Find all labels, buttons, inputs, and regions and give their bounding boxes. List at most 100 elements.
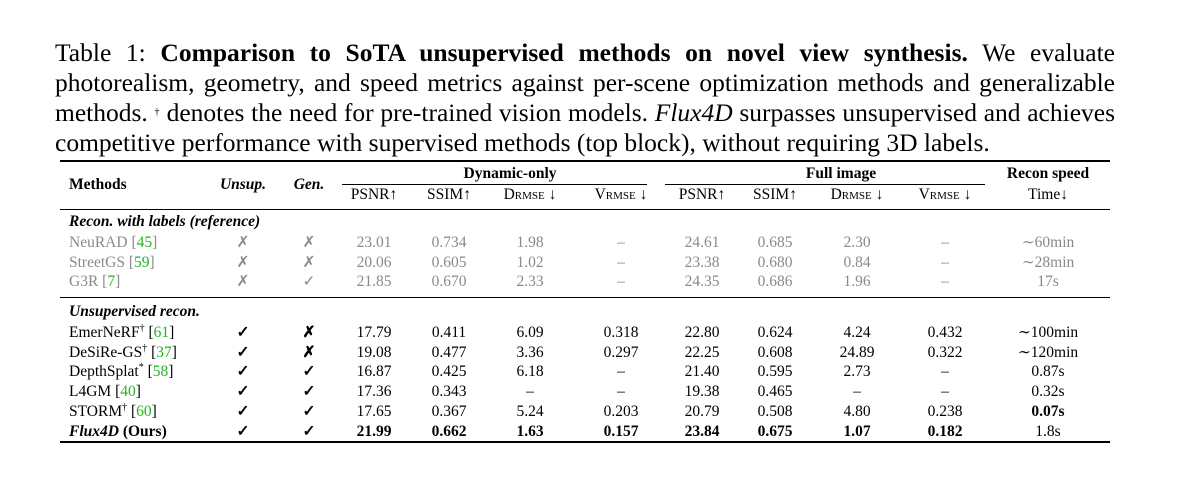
metric-cell: 21.85 xyxy=(356,273,392,291)
v-arrow: ↓ xyxy=(959,186,972,203)
metric-cell: 24.35 xyxy=(684,273,720,291)
citation-link[interactable]: 60 xyxy=(136,403,152,420)
metric-cell: 0.432 xyxy=(927,323,963,341)
metric-cell: 0.670 xyxy=(431,273,467,291)
citation-link[interactable]: 59 xyxy=(134,253,150,271)
method-label: NeuRAD xyxy=(69,233,128,251)
method-superscript: * xyxy=(138,362,144,374)
metric-cell: – xyxy=(941,273,949,291)
header-time: Time↓ xyxy=(1028,186,1068,203)
header-unsup: Unsup. xyxy=(219,176,267,193)
metric-cell: 0.675 xyxy=(757,422,793,440)
method-label: StreetGS xyxy=(69,253,125,271)
metric-cell: ∼28min xyxy=(1021,253,1075,271)
unsup-mark: ✗ xyxy=(236,253,250,271)
citation-bracket-close: ] xyxy=(152,233,158,251)
caption-text-3: surpasses unsupervised and achieves comp… xyxy=(55,98,1116,157)
citation-link[interactable]: 37 xyxy=(156,343,172,361)
caption-text-2: denotes the need for pre-trained vision … xyxy=(159,98,655,127)
caption-text-1: We evaluate photorealism, geometry, and … xyxy=(55,38,1115,127)
metric-cell: 0.425 xyxy=(431,363,467,381)
metric-cell: 1.96 xyxy=(843,273,871,291)
metric-cell: 0.238 xyxy=(927,403,963,420)
citation-bracket-open: [ xyxy=(127,403,137,420)
header-rule xyxy=(60,209,1110,210)
section-label: Recon. with labels (reference) xyxy=(69,213,261,230)
citation-bracket-open: [ xyxy=(144,323,154,341)
v-main: V xyxy=(918,186,930,203)
citation-link[interactable]: 58 xyxy=(152,363,169,381)
metric-cell: 23.38 xyxy=(684,253,720,271)
metric-cell: 19.08 xyxy=(356,343,392,361)
unsup-mark: ✓ xyxy=(236,363,250,381)
citation-bracket-open: [ xyxy=(147,343,157,361)
gen-mark: ✓ xyxy=(302,363,316,381)
citation-link[interactable]: 40 xyxy=(120,383,136,401)
metric-cell: 2.33 xyxy=(516,273,544,291)
metric-cell: ∼100min xyxy=(1017,323,1079,341)
metric-cell: 0.508 xyxy=(757,403,793,420)
unsup-mark: ✓ xyxy=(236,343,250,361)
method-label: STORM xyxy=(69,403,123,420)
citation-bracket-close: ] xyxy=(168,363,174,381)
metric-cell: 0.203 xyxy=(603,403,639,420)
citation-bracket-open: [ xyxy=(143,363,153,381)
d-arrow: ↓ xyxy=(871,186,884,203)
gen-mark: ✓ xyxy=(302,422,316,440)
metric-cell: 6.18 xyxy=(516,363,544,381)
metric-cell: – xyxy=(941,253,949,271)
citation-bracket-close: ] xyxy=(149,253,155,271)
method-name: DeSiRe-GS† [37] xyxy=(69,343,177,362)
metric-cell: 17.65 xyxy=(356,403,392,420)
metric-cell: 4.24 xyxy=(843,323,871,341)
citation-link[interactable]: 45 xyxy=(136,233,153,251)
table-caption: Table 1: Comparison to SoTA unsupervised… xyxy=(55,38,1115,158)
citation-bracket-open: [ xyxy=(111,383,121,401)
unsup-mark: ✗ xyxy=(236,233,250,251)
citation-bracket-close: ] xyxy=(171,343,177,361)
gen-mark: ✗ xyxy=(302,323,316,341)
metric-cell: 21.99 xyxy=(356,422,392,440)
metric-cell: 23.01 xyxy=(356,233,392,251)
metric-cell: 0.87s xyxy=(1031,363,1065,381)
metric-cell: 0.595 xyxy=(757,363,793,381)
dynamic-group-line xyxy=(342,184,647,185)
d-arrow: ↓ xyxy=(544,186,557,203)
metric-cell: 0.157 xyxy=(603,422,639,440)
metric-cell: 21.40 xyxy=(684,363,720,381)
unsup-mark: ✗ xyxy=(236,273,250,291)
method-name: STORM† [60] xyxy=(69,403,157,421)
metric-cell: – xyxy=(853,383,861,401)
method-name: L4GM [40] xyxy=(69,383,141,401)
method-superscript: † xyxy=(139,322,145,334)
citation-link[interactable]: 7 xyxy=(107,273,116,291)
metric-cell: 0.477 xyxy=(431,343,467,361)
metric-cell: 17.79 xyxy=(356,323,392,341)
metric-cell: 23.84 xyxy=(684,422,720,440)
method-superscript: † xyxy=(122,402,128,413)
metric-cell: – xyxy=(941,383,949,401)
metric-cell: 16.87 xyxy=(356,363,392,381)
gen-mark: ✓ xyxy=(302,403,316,420)
citation-bracket-open: [ xyxy=(98,273,108,291)
metric-cell: 0.685 xyxy=(757,233,793,251)
d-sub: RMSE xyxy=(514,190,545,202)
header-gen: Gen. xyxy=(293,176,325,193)
metric-cell: 0.367 xyxy=(431,403,467,420)
metric-cell: 0.624 xyxy=(757,323,793,341)
method-label: EmerNeRF xyxy=(69,323,140,341)
header-v-dynamic: VRMSE ↓ xyxy=(595,186,648,205)
unsup-mark: ✓ xyxy=(236,403,250,420)
v-arrow: ↓ xyxy=(635,186,648,203)
metric-cell: 0.734 xyxy=(431,233,467,251)
metric-cell: 24.89 xyxy=(839,343,875,361)
metric-cell: 2.73 xyxy=(843,363,871,381)
gen-mark: ✗ xyxy=(302,233,316,251)
gen-mark: ✗ xyxy=(302,343,316,361)
metric-cell: 0.605 xyxy=(431,253,467,271)
header-psnr-dynamic: PSNR↑ xyxy=(350,186,398,203)
metric-cell: 5.24 xyxy=(516,403,544,420)
metric-cell: 0.343 xyxy=(431,383,467,401)
citation-link[interactable]: 61 xyxy=(153,323,170,341)
metric-cell: 0.465 xyxy=(757,383,793,401)
